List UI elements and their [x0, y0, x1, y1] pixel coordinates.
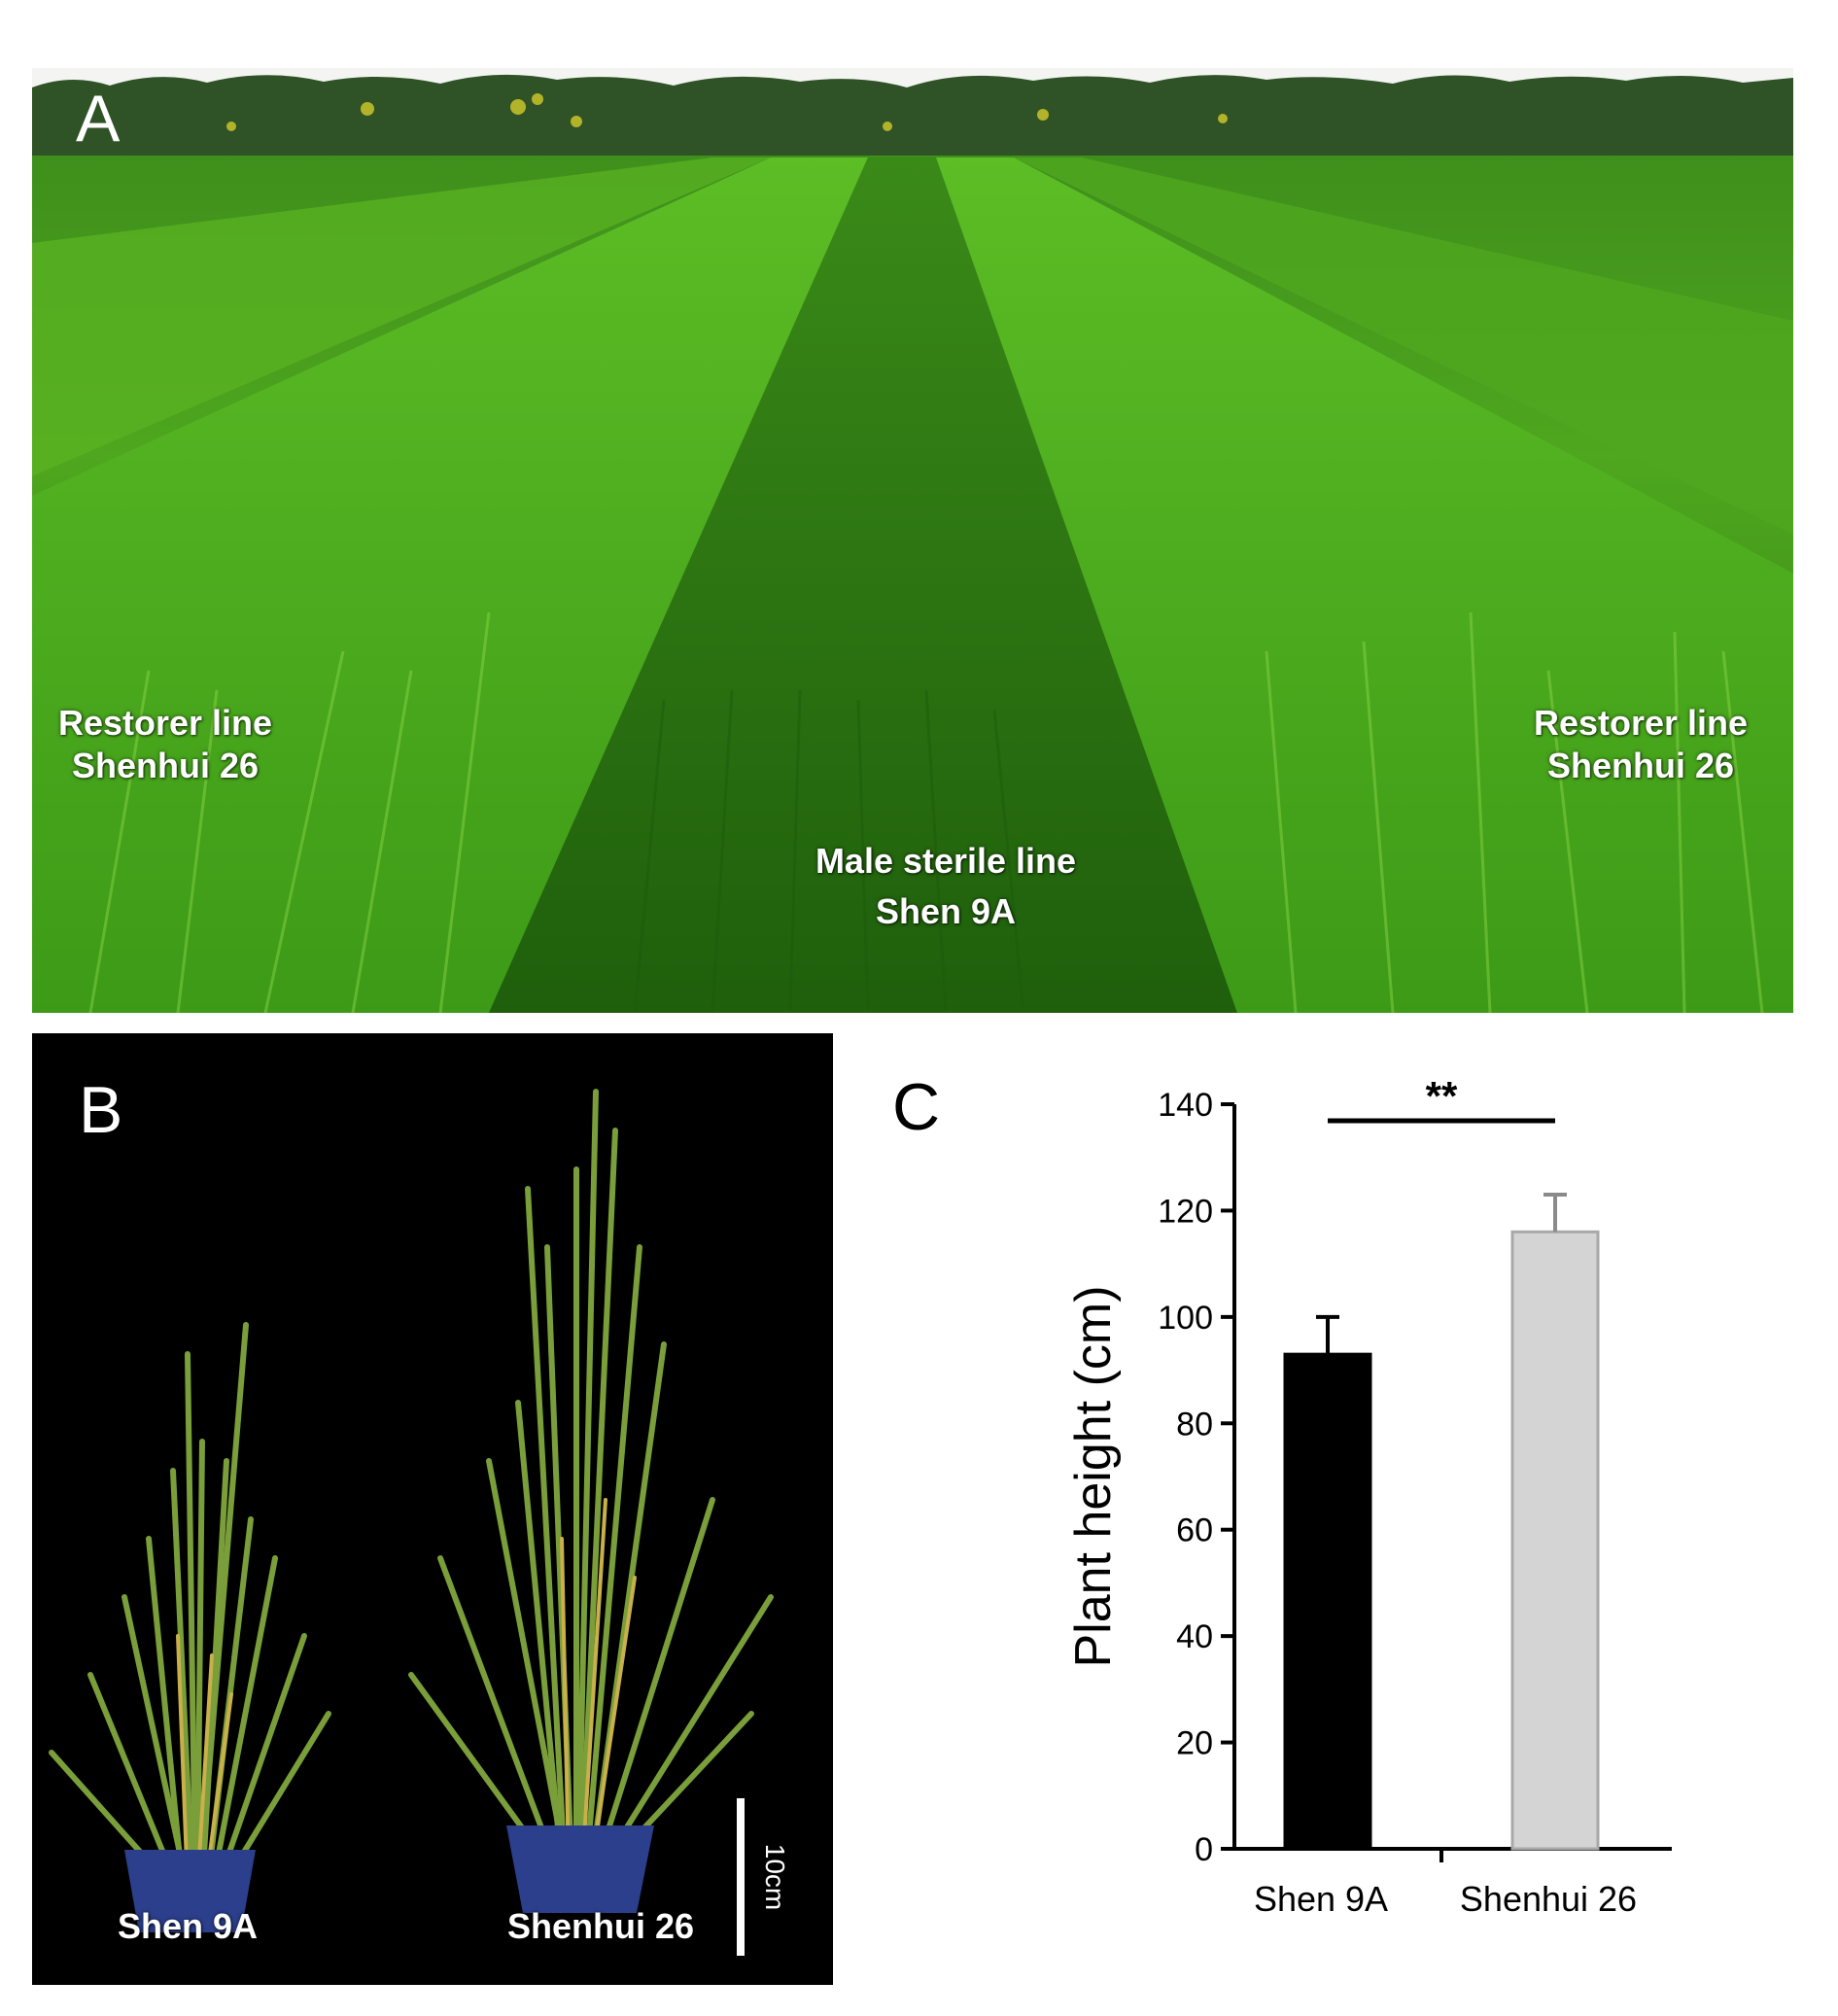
shenhui26-pot [506, 1825, 654, 1913]
bar [1510, 1230, 1600, 1851]
y-tick-label: 120 [1158, 1193, 1213, 1230]
y-tick-label: 0 [1195, 1831, 1213, 1868]
center-sterile-label-line1: Male sterile line [815, 841, 1077, 881]
center-sterile-label: Male sterile line Shen 9A [742, 836, 1150, 937]
right-restorer-label-line1: Restorer line [1533, 703, 1749, 743]
center-sterile-label-line2: Shen 9A [875, 891, 1017, 931]
panel-c-letter: C [892, 1070, 941, 1144]
plant-height-chart: 0 20 40 60 80 100 120 140 Plant height (cm) Shen … [1011, 1060, 1788, 1954]
y-axis-title: Plant height (cm) [1065, 1285, 1122, 1667]
left-restorer-label-line1: Restorer line [57, 703, 273, 743]
shenhui26-plant [408, 1089, 774, 1872]
field-photo: A Restorer line Shenhui 26 Male sterile … [32, 68, 1793, 1013]
y-tick-label: 40 [1176, 1618, 1213, 1655]
y-tick-label: 140 [1158, 1087, 1213, 1124]
right-restorer-label-line2: Shenhui 26 [1546, 746, 1735, 785]
left-restorer-label-line2: Shenhui 26 [71, 746, 260, 785]
y-tick-label: 20 [1176, 1725, 1213, 1762]
y-tick-label: 80 [1176, 1406, 1213, 1442]
potted-plants-illustration [49, 1089, 774, 1956]
scale-bar-label: 10cm [760, 1843, 790, 1911]
plant-height-chart-svg: 0 20 40 60 80 100 120 140 Plant height (cm) Shen … [1065, 1073, 1672, 1919]
shenhui26-photo-label: Shenhui 26 [506, 1906, 695, 1946]
field-photo-illustration [32, 68, 1793, 1013]
potted-plants-photo: B Shen 9A Shenhui 26 10cm [32, 1033, 833, 1985]
right-restorer-label: Restorer line Shenhui 26 [1508, 702, 1774, 787]
bar [1283, 1352, 1372, 1851]
x-category-label: Shenhui 26 [1460, 1879, 1637, 1919]
left-restorer-label: Restorer line Shenhui 26 [32, 702, 298, 787]
y-tick-label: 60 [1176, 1512, 1213, 1549]
shen9a-photo-label: Shen 9A [117, 1906, 259, 1946]
y-tick-label: 100 [1158, 1300, 1213, 1337]
panel-b-letter: B [79, 1073, 123, 1147]
shen9a-pot [124, 1850, 256, 1932]
significance-label: ** [1426, 1073, 1458, 1119]
scale-bar [737, 1798, 745, 1956]
x-category-label: Shen 9A [1254, 1879, 1388, 1919]
shen9a-plant [49, 1322, 331, 1892]
panel-a-letter: A [76, 82, 121, 156]
